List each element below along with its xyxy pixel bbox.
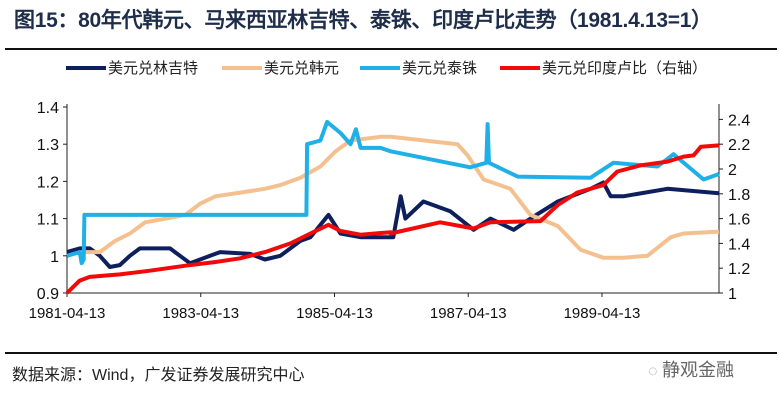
right-tick-label: 2.4 [728,112,750,129]
right-tick-label: 1.2 [728,261,750,278]
series-line-0 [66,180,720,269]
series-line-3 [65,143,720,295]
legend-label: 美元兑韩元 [264,60,339,77]
legend-label: 美元兑泰铢 [402,60,477,77]
x-tick-label: 1987-04-13 [430,305,507,322]
chart-title: 图15：80年代韩元、马来西亚林吉特、泰铢、印度卢比走势（1981.4.13=1… [14,9,712,32]
watermark: ◌ 静观金融 [648,356,734,382]
left-tick-label: 1 [50,249,59,266]
source-note: 数据来源：Wind，广发证券发展研究中心 [12,367,305,384]
right-tick-label: 2.2 [728,137,750,154]
x-tick-label: 1981-04-13 [29,305,106,322]
title-divider [5,48,777,50]
legend-label: 美元兑林吉特 [108,60,198,77]
axes: 0.9 1 1.1 1.2 1.3 1.4 1 1.2 1.4 1.6 1.8 2 2.2 2.4 1981… [29,100,751,322]
chart: 美元兑林吉特 美元兑韩元 美元兑泰铢 美元兑印度卢比（右轴） 0.9 1 1.1 1.2 1.… [29,60,751,322]
right-tick-label: 1.6 [728,212,750,229]
left-tick-label: 1.1 [37,212,59,229]
legend: 美元兑林吉特 美元兑韩元 美元兑泰铢 美元兑印度卢比（右轴） [66,60,707,77]
wechat-icon: ◌ [648,363,662,380]
right-tick-label: 1 [728,286,737,303]
left-tick-label: 1.2 [37,174,59,191]
left-tick-label: 1.3 [37,137,59,154]
series-line-2 [66,119,720,266]
series-lines [65,119,720,295]
right-tick-label: 1.8 [728,187,750,204]
x-tick-label: 1989-04-13 [564,305,641,322]
watermark-text: 静观金融 [661,360,734,380]
footer-divider [5,352,777,354]
left-tick-label: 1.4 [37,100,59,117]
right-tick-label: 1.4 [728,236,750,253]
x-tick-label: 1983-04-13 [162,305,239,322]
x-tick-label: 1985-04-13 [296,305,373,322]
legend-label: 美元兑印度卢比（右轴） [542,60,707,77]
left-tick-label: 0.9 [37,286,59,303]
right-tick-label: 2 [728,162,737,179]
